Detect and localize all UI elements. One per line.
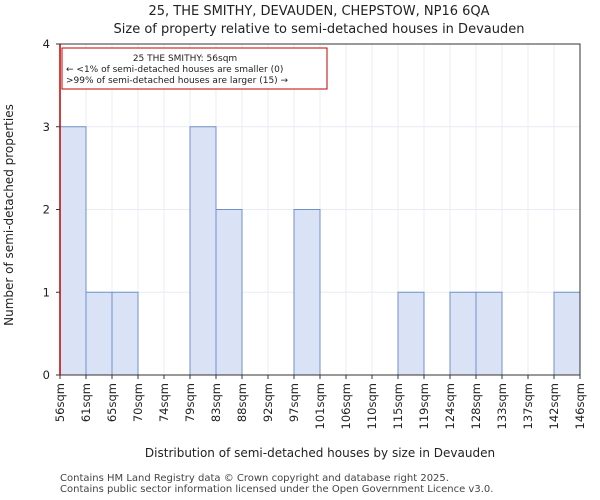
y-tick-label: 3	[43, 120, 50, 134]
y-axis-label: Number of semi-detached properties	[2, 104, 16, 326]
bar-65sqm	[111, 291, 139, 376]
annotation-box: 25 THE SMITHY: 56sqm ← <1% of semi-detac…	[61, 47, 328, 90]
x-axis-label: Distribution of semi-detached houses by …	[145, 446, 495, 460]
x-axis-ticks: 56sqm 61sqm 65sqm 70sqm 74sqm 79sqm 83sqm 88sqm…	[53, 375, 587, 429]
bar-83sqm	[215, 209, 243, 376]
x-tick-label: 70sqm	[131, 383, 145, 422]
x-tick-label: 110sqm	[365, 383, 379, 429]
x-tick-label: 61sqm	[79, 383, 93, 422]
y-tick-label: 4	[43, 37, 50, 51]
x-tick-label: 74sqm	[157, 383, 171, 422]
bar-56sqm	[59, 126, 87, 376]
bar-128sqm	[475, 291, 503, 376]
footer-attribution: Contains HM Land Registry data © Crown c…	[60, 473, 493, 495]
x-tick-label: 65sqm	[105, 383, 119, 422]
x-tick-label: 92sqm	[261, 383, 275, 422]
x-tick-label: 115sqm	[391, 383, 405, 429]
x-tick-label: 97sqm	[287, 383, 301, 422]
y-tick-label: 2	[43, 203, 50, 217]
y-tick-label: 0	[43, 368, 50, 382]
bars	[59, 126, 581, 376]
bar-124sqm	[449, 291, 477, 376]
x-tick-label: 119sqm	[417, 383, 431, 429]
annotation-line-1: 25 THE SMITHY: 56sqm	[133, 54, 237, 64]
x-tick-label: 83sqm	[209, 383, 223, 422]
annotation-line-2: ← <1% of semi-detached houses are smalle…	[66, 65, 283, 75]
bar-115sqm	[397, 291, 425, 376]
annotation-line-3: >99% of semi-detached houses are larger …	[66, 76, 289, 86]
bar-97sqm	[293, 209, 321, 376]
x-tick-label: 124sqm	[443, 383, 457, 429]
footer-line-2: Contains public sector information licen…	[60, 484, 494, 495]
x-tick-label: 56sqm	[53, 383, 67, 422]
x-tick-label: 101sqm	[313, 383, 327, 429]
x-tick-label: 146sqm	[573, 383, 587, 429]
chart-title: 25, THE SMITHY, DEVAUDEN, CHEPSTOW, NP16…	[148, 4, 489, 19]
x-tick-label: 142sqm	[547, 383, 561, 429]
chart-subtitle: Size of property relative to semi-detach…	[114, 22, 525, 37]
x-tick-label: 79sqm	[183, 383, 197, 422]
x-tick-label: 106sqm	[339, 383, 353, 429]
y-tick-label: 1	[43, 285, 50, 299]
x-tick-label: 133sqm	[495, 383, 509, 429]
bar-61sqm	[85, 291, 113, 376]
bar-79sqm	[189, 126, 217, 376]
x-tick-label: 128sqm	[469, 383, 483, 429]
x-tick-label: 137sqm	[521, 383, 535, 429]
footer-line-1: Contains HM Land Registry data © Crown c…	[60, 473, 449, 484]
x-tick-label: 88sqm	[235, 383, 249, 422]
y-axis-ticks: 0 1 2 3 4	[43, 37, 60, 382]
bar-142sqm	[553, 291, 581, 376]
